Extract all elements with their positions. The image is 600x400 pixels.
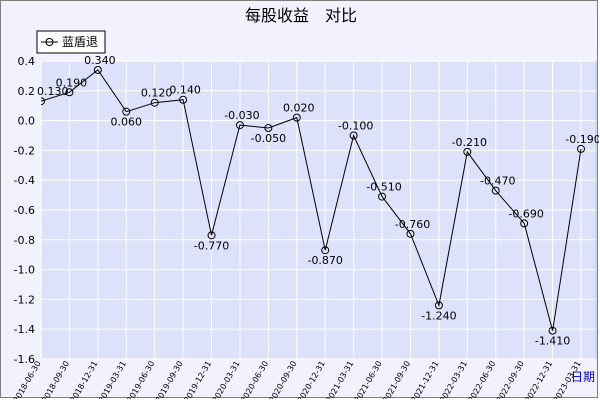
data-point-marker [292,113,301,122]
x-tick-label: 2022-03-31 [438,360,469,400]
y-tick-label: 0.4 [18,55,36,68]
data-label: 0.120 [141,87,173,100]
y-tick-label: -1.0 [14,264,35,277]
data-point-marker [179,95,188,104]
x-tick-label: 2019-12-31 [182,360,213,400]
data-label: -0.870 [307,254,342,267]
chart-title: 每股收益 对比 [245,6,357,25]
data-point-marker [577,144,585,153]
data-point-marker [520,219,529,228]
data-point-marker [235,121,244,130]
x-tick-label: 2021-06-30 [353,360,384,400]
legend-series-name: 蓝盾退 [62,35,98,49]
data-label: 0.190 [56,76,88,89]
y-tick-label: -0.4 [14,174,35,187]
y-tick-label: -0.8 [14,234,35,247]
x-tick-label: 2022-06-30 [466,359,497,399]
data-label: -0.470 [480,175,515,188]
legend: 蓝盾退 [36,30,106,54]
data-label: -0.770 [194,239,229,252]
x-tick-label: 2018-12-31 [69,360,100,400]
x-tick-label: 2021-03-31 [324,360,355,400]
data-label: 0.130 [37,85,69,98]
y-tick-label: -1.6 [14,353,35,366]
legend-marker [45,38,54,46]
data-label: -0.510 [366,181,401,194]
data-label: -1.240 [421,309,456,322]
y-tick-label: -0.6 [14,204,35,217]
data-label: -0.760 [395,218,430,231]
x-tick-label: 2021-12-31 [410,360,441,400]
legend-box [36,30,106,54]
data-label: -1.410 [535,335,570,348]
data-point-marker [434,301,443,310]
data-point-marker [93,65,102,74]
data-point-marker [406,229,415,238]
data-point-marker [122,107,131,116]
x-tick-label: 2019-06-30 [125,360,156,400]
data-label: 0.140 [169,84,201,97]
x-tick-label: 2020-06-30 [239,360,270,400]
y-tick-label: -0.2 [14,144,35,157]
data-point-marker [548,326,557,335]
series-line [41,69,582,331]
data-point-marker [41,97,45,106]
y-axis-ticks: 0.4 0.2 0.0 -0.2 -0.4 -0.6 -0.8 -1.0 -1.2 -1.4 -1.… [14,55,35,366]
data-point-marker [65,88,74,97]
data-label: 0.340 [84,54,116,67]
data-label: -0.210 [452,136,487,149]
data-point-marker [378,192,387,201]
series-clip-group [41,65,585,335]
x-tick-label: 2022-12-31 [523,360,554,400]
data-label: -0.050 [251,132,286,145]
data-point-marker [207,231,216,240]
data-point-marker [150,98,159,107]
grid-lines [40,60,596,360]
data-label: -0.100 [338,120,373,133]
x-tick-label: 2020-12-31 [296,360,327,400]
data-label: -0.690 [508,207,543,220]
data-point-marker [491,186,500,195]
x-axis-label: 日期 [571,370,595,384]
x-tick-label: 2020-03-31 [211,360,242,400]
data-point-marker [463,147,472,156]
x-tick-label: 2021-09-30 [381,360,412,400]
x-tick-label: 2019-03-31 [97,360,128,400]
data-label: 0.020 [283,102,315,115]
x-tick-label: 2018-09-30 [40,360,71,400]
y-tick-label: 0.0 [18,115,36,128]
data-points [41,65,585,335]
y-tick-label: -1.4 [14,323,35,336]
data-label: 0.060 [111,116,143,129]
x-axis-ticks: 2018-06-302018-09-302018-12-312019-03-31… [12,359,583,399]
data-point-marker [349,131,358,140]
y-tick-label: -1.2 [14,293,35,306]
data-point-marker [321,246,330,255]
data-label: -0.190 [565,133,599,146]
x-tick-label: 2019-09-30 [154,360,185,400]
data-label: -0.030 [224,109,259,122]
x-tick-label: 2022-09-30 [495,360,526,400]
x-tick-label: 2020-09-30 [267,360,298,400]
data-point-marker [264,124,273,133]
y-tick-label: 0.2 [18,85,36,98]
